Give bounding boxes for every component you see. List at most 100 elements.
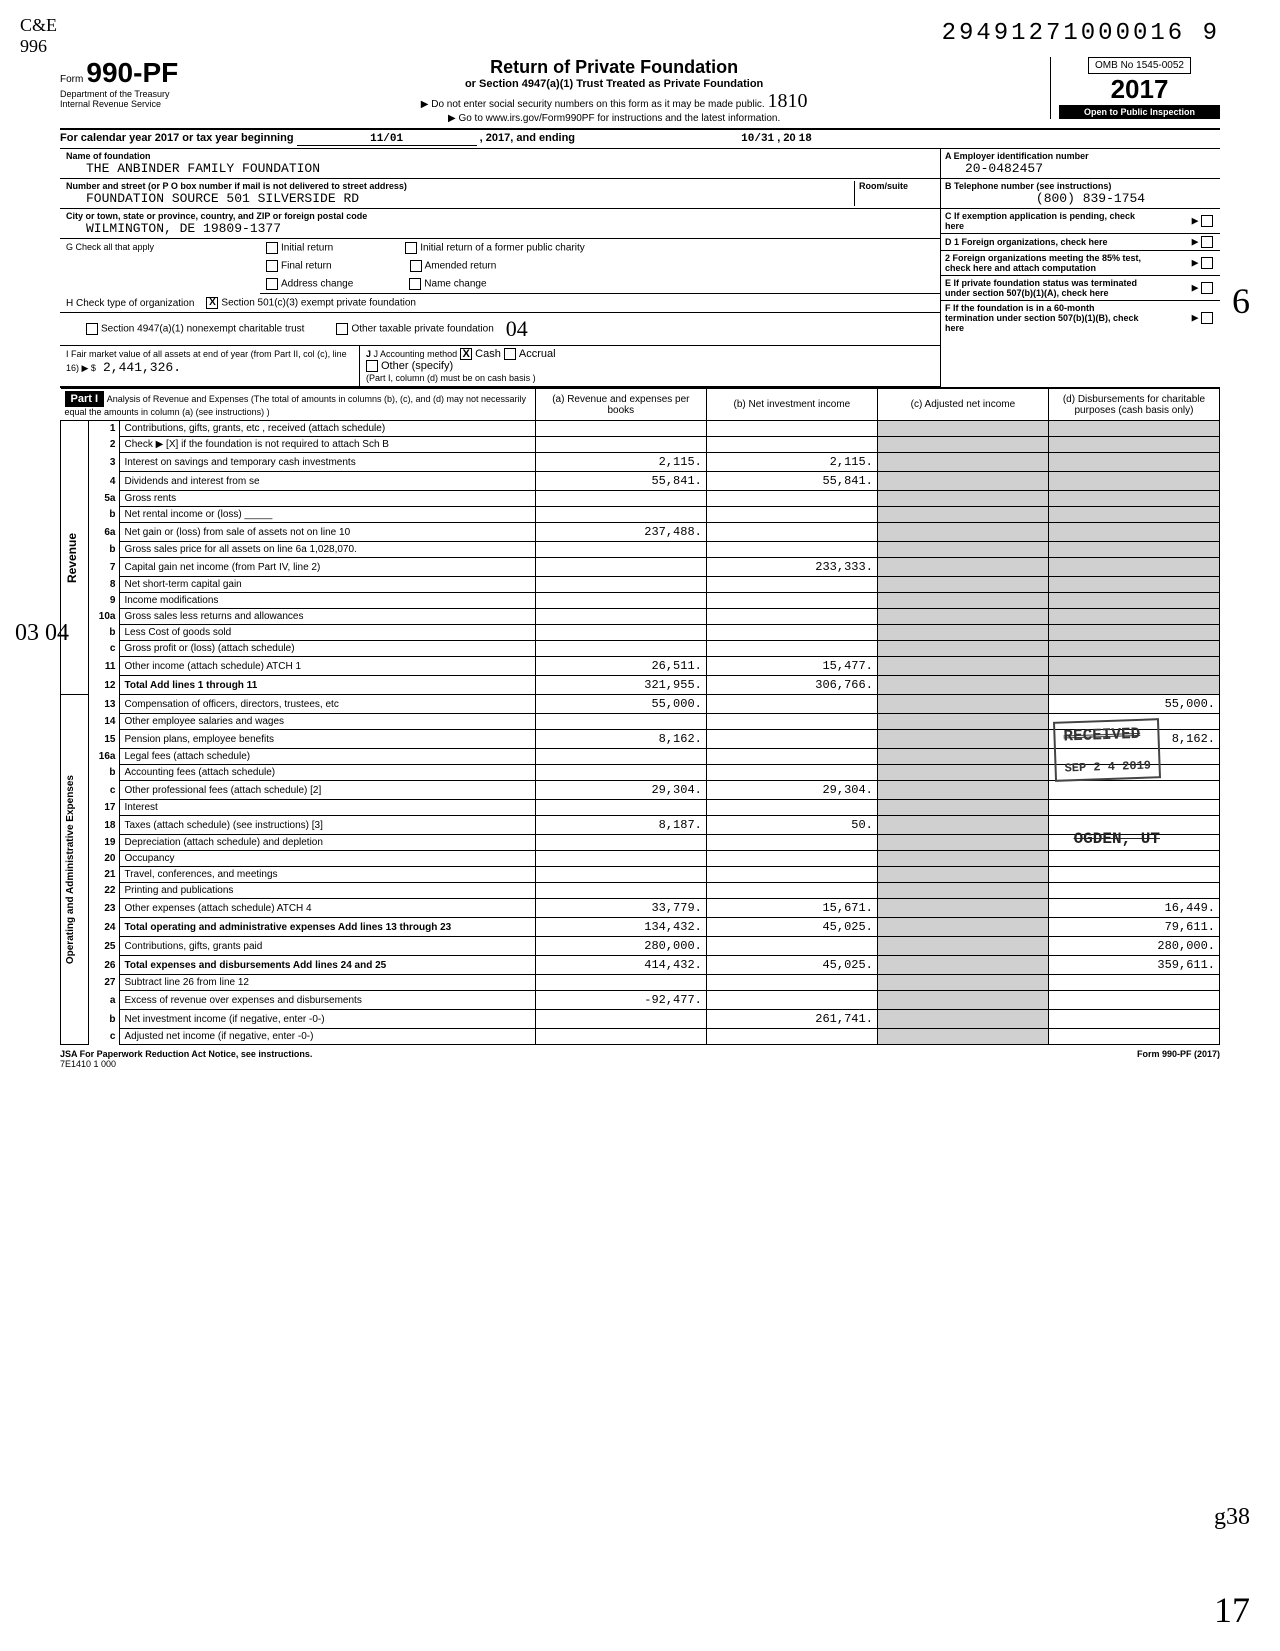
value-cell-b[interactable]: 15,477. bbox=[706, 657, 877, 676]
other-taxable-checkbox[interactable] bbox=[336, 323, 348, 335]
former-charity-checkbox[interactable] bbox=[405, 242, 417, 254]
value-cell-b[interactable]: 45,025. bbox=[706, 918, 877, 937]
value-cell-d[interactable] bbox=[1048, 453, 1219, 472]
status-terminated-checkbox[interactable] bbox=[1201, 282, 1213, 294]
foundation-address[interactable]: FOUNDATION SOURCE 501 SILVERSIDE RD bbox=[66, 191, 854, 206]
value-cell-d[interactable] bbox=[1048, 676, 1219, 695]
value-cell-a[interactable]: 134,432. bbox=[535, 918, 706, 937]
value-cell-b[interactable] bbox=[706, 975, 877, 991]
fmv-value[interactable]: 2,441,326. bbox=[99, 360, 181, 375]
value-cell-d[interactable] bbox=[1048, 523, 1219, 542]
value-cell-b[interactable] bbox=[706, 749, 877, 765]
value-cell-c[interactable] bbox=[877, 523, 1048, 542]
value-cell-b[interactable] bbox=[706, 507, 877, 523]
value-cell-d[interactable] bbox=[1048, 851, 1219, 867]
value-cell-a[interactable] bbox=[535, 593, 706, 609]
value-cell-a[interactable] bbox=[535, 765, 706, 781]
value-cell-b[interactable] bbox=[706, 730, 877, 749]
value-cell-a[interactable] bbox=[535, 867, 706, 883]
value-cell-a[interactable]: 8,162. bbox=[535, 730, 706, 749]
phone-value[interactable]: (800) 839-1754 bbox=[945, 191, 1216, 206]
value-cell-c[interactable] bbox=[877, 641, 1048, 657]
value-cell-a[interactable]: 55,000. bbox=[535, 695, 706, 714]
value-cell-d[interactable] bbox=[1048, 542, 1219, 558]
value-cell-b[interactable] bbox=[706, 867, 877, 883]
value-cell-b[interactable]: 2,115. bbox=[706, 453, 877, 472]
value-cell-c[interactable] bbox=[877, 609, 1048, 625]
value-cell-d[interactable] bbox=[1048, 609, 1219, 625]
value-cell-b[interactable]: 233,333. bbox=[706, 558, 877, 577]
value-cell-c[interactable] bbox=[877, 975, 1048, 991]
value-cell-b[interactable]: 55,841. bbox=[706, 472, 877, 491]
value-cell-b[interactable] bbox=[706, 835, 877, 851]
value-cell-c[interactable] bbox=[877, 749, 1048, 765]
value-cell-b[interactable] bbox=[706, 542, 877, 558]
value-cell-d[interactable] bbox=[1048, 625, 1219, 641]
value-cell-b[interactable] bbox=[706, 421, 877, 437]
name-change-checkbox[interactable] bbox=[409, 278, 421, 290]
exempt-pending-checkbox[interactable] bbox=[1201, 215, 1213, 227]
value-cell-d[interactable] bbox=[1048, 421, 1219, 437]
value-cell-b[interactable] bbox=[706, 625, 877, 641]
value-cell-b[interactable] bbox=[706, 491, 877, 507]
value-cell-a[interactable]: 33,779. bbox=[535, 899, 706, 918]
foreign-org-checkbox[interactable] bbox=[1201, 236, 1213, 248]
value-cell-a[interactable]: 8,187. bbox=[535, 816, 706, 835]
value-cell-c[interactable] bbox=[877, 730, 1048, 749]
value-cell-a[interactable] bbox=[535, 491, 706, 507]
value-cell-b[interactable]: 29,304. bbox=[706, 781, 877, 800]
value-cell-b[interactable] bbox=[706, 609, 877, 625]
value-cell-c[interactable] bbox=[877, 867, 1048, 883]
value-cell-c[interactable] bbox=[877, 1029, 1048, 1045]
value-cell-a[interactable] bbox=[535, 609, 706, 625]
value-cell-a[interactable] bbox=[535, 714, 706, 730]
value-cell-d[interactable] bbox=[1048, 800, 1219, 816]
value-cell-d[interactable] bbox=[1048, 867, 1219, 883]
value-cell-a[interactable]: -92,477. bbox=[535, 991, 706, 1010]
value-cell-c[interactable] bbox=[877, 491, 1048, 507]
value-cell-c[interactable] bbox=[877, 625, 1048, 641]
value-cell-c[interactable] bbox=[877, 835, 1048, 851]
value-cell-c[interactable] bbox=[877, 1010, 1048, 1029]
value-cell-c[interactable] bbox=[877, 765, 1048, 781]
value-cell-d[interactable] bbox=[1048, 975, 1219, 991]
value-cell-c[interactable] bbox=[877, 453, 1048, 472]
value-cell-d[interactable] bbox=[1048, 883, 1219, 899]
value-cell-b[interactable] bbox=[706, 714, 877, 730]
value-cell-c[interactable] bbox=[877, 714, 1048, 730]
value-cell-a[interactable] bbox=[535, 542, 706, 558]
foundation-city[interactable]: WILMINGTON, DE 19809-1377 bbox=[66, 221, 934, 236]
value-cell-b[interactable] bbox=[706, 851, 877, 867]
value-cell-a[interactable] bbox=[535, 507, 706, 523]
end-year[interactable]: 18 bbox=[799, 133, 812, 145]
value-cell-a[interactable] bbox=[535, 558, 706, 577]
foundation-name[interactable]: THE ANBINDER FAMILY FOUNDATION bbox=[66, 161, 934, 176]
value-cell-c[interactable] bbox=[877, 657, 1048, 676]
value-cell-a[interactable] bbox=[535, 851, 706, 867]
begin-date[interactable]: 11/01 bbox=[297, 133, 477, 146]
value-cell-a[interactable]: 29,304. bbox=[535, 781, 706, 800]
value-cell-d[interactable] bbox=[1048, 437, 1219, 453]
initial-return-checkbox[interactable] bbox=[266, 242, 278, 254]
value-cell-a[interactable]: 2,115. bbox=[535, 453, 706, 472]
value-cell-b[interactable] bbox=[706, 593, 877, 609]
value-cell-b[interactable] bbox=[706, 641, 877, 657]
value-cell-d[interactable] bbox=[1048, 491, 1219, 507]
ein-value[interactable]: 20-0482457 bbox=[945, 161, 1216, 176]
value-cell-b[interactable]: 45,025. bbox=[706, 956, 877, 975]
value-cell-c[interactable] bbox=[877, 593, 1048, 609]
value-cell-b[interactable]: 15,671. bbox=[706, 899, 877, 918]
foreign-85-checkbox[interactable] bbox=[1201, 257, 1213, 269]
value-cell-c[interactable] bbox=[877, 851, 1048, 867]
value-cell-d[interactable]: 79,611. bbox=[1048, 918, 1219, 937]
value-cell-d[interactable]: 16,449. bbox=[1048, 899, 1219, 918]
cash-checkbox[interactable]: X bbox=[460, 348, 472, 360]
value-cell-c[interactable] bbox=[877, 991, 1048, 1010]
value-cell-a[interactable] bbox=[535, 883, 706, 899]
value-cell-c[interactable] bbox=[877, 800, 1048, 816]
value-cell-d[interactable]: 280,000. bbox=[1048, 937, 1219, 956]
value-cell-c[interactable] bbox=[877, 421, 1048, 437]
value-cell-a[interactable] bbox=[535, 835, 706, 851]
other-method-checkbox[interactable] bbox=[366, 360, 378, 372]
value-cell-b[interactable] bbox=[706, 523, 877, 542]
